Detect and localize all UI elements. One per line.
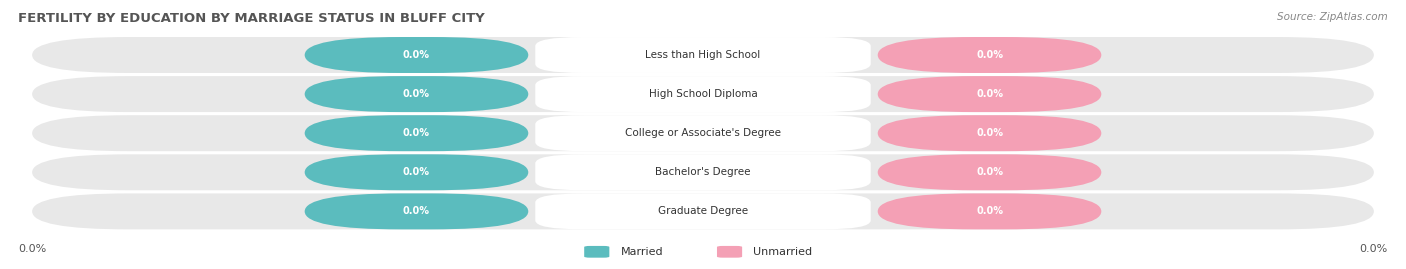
Text: 0.0%: 0.0%	[404, 89, 430, 99]
Text: 0.0%: 0.0%	[1360, 244, 1388, 254]
Text: Source: ZipAtlas.com: Source: ZipAtlas.com	[1277, 12, 1388, 22]
FancyBboxPatch shape	[536, 193, 870, 229]
Text: 0.0%: 0.0%	[404, 206, 430, 216]
FancyBboxPatch shape	[32, 115, 1374, 151]
Text: Married: Married	[620, 247, 664, 257]
Text: 0.0%: 0.0%	[976, 50, 1002, 60]
FancyBboxPatch shape	[536, 154, 870, 190]
FancyBboxPatch shape	[305, 76, 529, 112]
Text: FERTILITY BY EDUCATION BY MARRIAGE STATUS IN BLUFF CITY: FERTILITY BY EDUCATION BY MARRIAGE STATU…	[18, 12, 485, 25]
Text: 0.0%: 0.0%	[976, 206, 1002, 216]
FancyBboxPatch shape	[877, 115, 1101, 151]
FancyBboxPatch shape	[536, 76, 870, 112]
FancyBboxPatch shape	[585, 246, 609, 258]
Text: College or Associate's Degree: College or Associate's Degree	[626, 128, 780, 138]
Text: 0.0%: 0.0%	[404, 167, 430, 177]
FancyBboxPatch shape	[536, 37, 870, 73]
FancyBboxPatch shape	[32, 193, 1374, 229]
Text: Bachelor's Degree: Bachelor's Degree	[655, 167, 751, 177]
Text: High School Diploma: High School Diploma	[648, 89, 758, 99]
Text: Graduate Degree: Graduate Degree	[658, 206, 748, 216]
FancyBboxPatch shape	[717, 246, 742, 258]
Text: 0.0%: 0.0%	[976, 167, 1002, 177]
FancyBboxPatch shape	[877, 154, 1101, 190]
FancyBboxPatch shape	[305, 115, 529, 151]
Text: 0.0%: 0.0%	[18, 244, 46, 254]
Text: 0.0%: 0.0%	[976, 128, 1002, 138]
FancyBboxPatch shape	[305, 37, 529, 73]
Text: 0.0%: 0.0%	[404, 50, 430, 60]
FancyBboxPatch shape	[32, 76, 1374, 112]
Text: 0.0%: 0.0%	[976, 89, 1002, 99]
FancyBboxPatch shape	[32, 154, 1374, 190]
FancyBboxPatch shape	[305, 193, 529, 229]
FancyBboxPatch shape	[877, 37, 1101, 73]
Text: Less than High School: Less than High School	[645, 50, 761, 60]
FancyBboxPatch shape	[877, 193, 1101, 229]
FancyBboxPatch shape	[32, 37, 1374, 73]
FancyBboxPatch shape	[877, 76, 1101, 112]
FancyBboxPatch shape	[536, 115, 870, 151]
FancyBboxPatch shape	[305, 154, 529, 190]
Text: 0.0%: 0.0%	[404, 128, 430, 138]
Text: Unmarried: Unmarried	[754, 247, 813, 257]
